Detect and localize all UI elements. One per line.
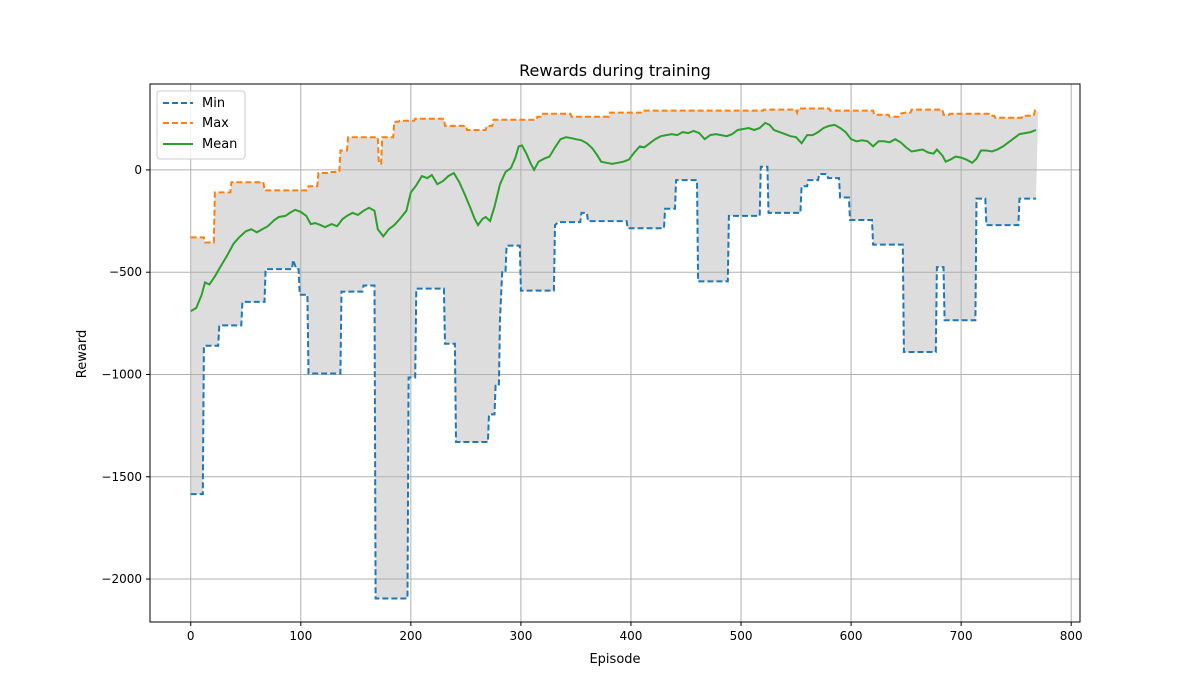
chart-title: Rewards during training bbox=[519, 61, 711, 80]
x-tick-label: 400 bbox=[620, 629, 643, 643]
plot-area bbox=[150, 84, 1080, 622]
series-line-max bbox=[190, 107, 1039, 244]
legend: Min Max Mean bbox=[156, 90, 246, 160]
x-tick-label: 100 bbox=[289, 629, 312, 643]
x-tick-label: 0 bbox=[187, 629, 195, 643]
x-axis-ticks: 0 100 200 300 400 500 600 700 800 bbox=[187, 622, 1083, 643]
legend-label-min: Min bbox=[202, 96, 225, 111]
y-tick-label: −2000 bbox=[101, 572, 142, 586]
legend-label-max: Max bbox=[202, 116, 229, 131]
x-tick-label: 700 bbox=[950, 629, 973, 643]
y-axis-label: Reward bbox=[75, 330, 90, 378]
legend-box bbox=[156, 90, 246, 160]
x-tick-label: 800 bbox=[1060, 629, 1083, 643]
x-tick-label: 600 bbox=[840, 629, 863, 643]
series-line-min bbox=[190, 165, 1036, 600]
min-max-band bbox=[190, 108, 1039, 599]
plot-frame bbox=[149, 83, 1081, 623]
legend-label-mean: Mean bbox=[202, 137, 237, 152]
y-tick-label: 0 bbox=[134, 163, 142, 177]
x-tick-label: 500 bbox=[730, 629, 753, 643]
y-tick-label: −1000 bbox=[101, 367, 142, 381]
y-tick-label: −500 bbox=[109, 265, 142, 279]
grid-lines bbox=[150, 84, 1080, 622]
x-axis-label: Episode bbox=[589, 652, 640, 667]
x-tick-label: 200 bbox=[399, 629, 422, 643]
y-axis-ticks: −2000 −1500 −1000 −500 0 bbox=[101, 163, 150, 586]
series-line-mean bbox=[190, 121, 1037, 312]
y-tick-label: −1500 bbox=[101, 470, 142, 484]
x-tick-label: 300 bbox=[509, 629, 532, 643]
